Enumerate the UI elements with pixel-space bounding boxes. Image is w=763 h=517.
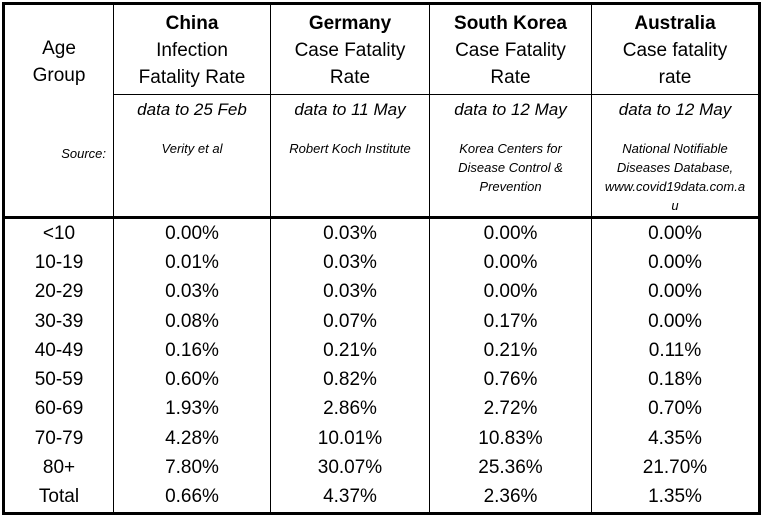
age-group-cell: 60-69	[5, 394, 114, 425]
source-germany: Robert Koch Institute	[289, 141, 411, 156]
value-cell-south-korea: 0.00%	[430, 219, 592, 249]
column-header-south-korea: South Korea Case Fatality Rate	[430, 5, 592, 95]
value-cell-australia: 4.35%	[648, 427, 702, 449]
value-cell-germany: 0.07%	[271, 306, 430, 337]
value-cell-south-korea: 0.00%	[430, 248, 592, 278]
value-cell-australia: 0.18%	[648, 369, 702, 391]
source-south-korea: Korea Centers for Disease Control & Prev…	[458, 141, 563, 194]
country-name-australia: Australia	[634, 13, 716, 34]
metric-line2-australia: rate	[658, 67, 692, 88]
value-cell-china: 7.80%	[114, 453, 271, 483]
value-cell-south-korea: 2.72%	[430, 394, 592, 425]
age-group-cell: 80+	[5, 453, 114, 483]
value-cell-south-korea: 10.83%	[430, 424, 592, 454]
metric-line2-south-korea: Rate	[490, 67, 531, 88]
data-to-south-korea: data to 12 May	[454, 100, 567, 119]
value-cell-germany: 2.86%	[271, 394, 430, 425]
source-cell-south-korea: data to 12 May Korea Centers for Disease…	[430, 95, 592, 219]
metric-line1-germany: Case Fatality	[294, 40, 406, 61]
source-cell-australia: data to 12 May National Notifiable Disea…	[592, 95, 758, 219]
value-cell-china: 4.28%	[114, 424, 271, 454]
value-cell-china: 0.16%	[114, 336, 271, 366]
value-cell-australia: 0.11%	[648, 339, 702, 361]
age-group-cell: 40-49	[5, 336, 114, 366]
age-group-header-cell: Age Group Source:	[5, 5, 114, 219]
value-cell-australia: 1.35%	[648, 486, 702, 508]
data-to-china: data to 25 Feb	[137, 100, 247, 119]
value-cell-germany: 0.21%	[271, 336, 430, 366]
value-cell-australia: 0.00%	[648, 310, 702, 332]
metric-line1-china: Infection	[156, 40, 228, 61]
value-cell-south-korea: 0.00%	[430, 277, 592, 307]
metric-line1-south-korea: Case Fatality	[455, 40, 566, 61]
country-name-south-korea: South Korea	[454, 13, 567, 34]
value-cell-germany: 30.07%	[271, 453, 430, 483]
age-group-label-line2: Group	[32, 65, 86, 86]
value-cell-south-korea: 0.76%	[430, 365, 592, 395]
value-cell-china: 0.00%	[114, 219, 271, 249]
value-cell-south-korea: 2.36%	[430, 482, 592, 512]
age-group-cell: 30-39	[5, 306, 114, 337]
value-cell-australia: 0.00%	[648, 251, 702, 273]
value-cell-australia: 0.00%	[648, 222, 702, 244]
age-group-cell: 50-59	[5, 365, 114, 395]
country-name-china: China	[165, 13, 219, 34]
value-cell-germany: 10.01%	[271, 424, 430, 454]
value-cell-australia: 0.00%	[648, 281, 702, 303]
value-cell-germany: 4.37%	[271, 482, 430, 512]
value-cell-china: 0.66%	[114, 482, 271, 512]
metric-line1-australia: Case fatality	[622, 40, 728, 61]
data-to-germany: data to 11 May	[294, 100, 406, 119]
age-group-cell: 70-79	[5, 424, 114, 454]
source-cell-china: data to 25 Feb Verity et al	[114, 95, 271, 219]
value-cell-china: 0.03%	[114, 277, 271, 307]
value-cell-germany: 0.03%	[271, 248, 430, 278]
age-group-label-line1: Age	[42, 38, 76, 59]
value-cell-china: 1.93%	[114, 394, 271, 425]
source-australia: National Notifiable Diseases Database, w…	[604, 141, 746, 213]
source-china: Verity et al	[161, 141, 223, 156]
column-header-australia: Australia Case fatality rate	[592, 5, 758, 95]
age-group-cell: 20-29	[5, 277, 114, 307]
value-cell-australia: 21.70%	[642, 457, 708, 479]
value-cell-china: 0.01%	[114, 248, 271, 278]
value-cell-china: 0.08%	[114, 306, 271, 337]
value-cell-australia: 0.70%	[648, 398, 702, 420]
column-header-china: China Infection Fatality Rate	[114, 5, 271, 95]
value-cell-south-korea: 25.36%	[430, 453, 592, 483]
data-to-australia: data to 12 May	[618, 100, 732, 119]
value-cell-china: 0.60%	[114, 365, 271, 395]
age-group-cell: 10-19	[5, 248, 114, 278]
value-cell-south-korea: 0.17%	[430, 306, 592, 337]
age-group-cell: <10	[5, 219, 114, 249]
value-cell-germany: 0.03%	[271, 277, 430, 307]
column-header-germany: Germany Case Fatality Rate	[271, 5, 430, 95]
age-group-cell: Total	[5, 482, 114, 512]
country-name-germany: Germany	[308, 13, 392, 34]
value-cell-germany: 0.03%	[271, 219, 430, 249]
source-cell-germany: data to 11 May Robert Koch Institute	[271, 95, 430, 219]
metric-line2-china: Fatality Rate	[138, 67, 246, 88]
value-cell-south-korea: 0.21%	[430, 336, 592, 366]
source-row-label: Source:	[61, 146, 106, 161]
metric-line2-germany: Rate	[329, 67, 371, 88]
value-cell-germany: 0.82%	[271, 365, 430, 395]
